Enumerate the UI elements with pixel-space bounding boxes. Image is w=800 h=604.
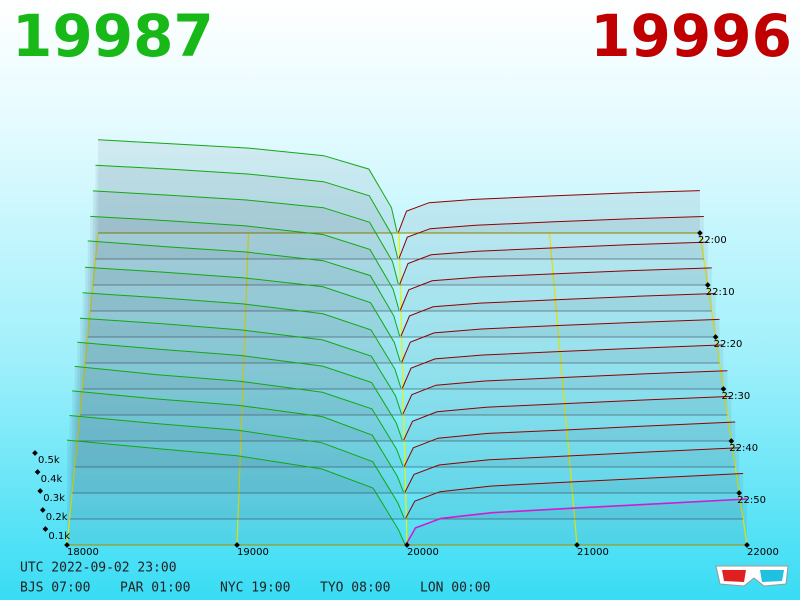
- world-clock: LON 00:00: [420, 581, 490, 596]
- time-tick-label: 22:00: [698, 235, 727, 246]
- world-clock: BJS 07:00: [20, 581, 90, 596]
- time-tick-label: 22:50: [737, 495, 766, 506]
- time-tick: [704, 282, 711, 288]
- y-tick-label: 0.4k: [41, 474, 63, 485]
- bid-depth-line: [69, 415, 405, 519]
- ask-depth-line: [399, 267, 712, 311]
- depth-fill: [69, 415, 744, 519]
- y-tick-label: 0.2k: [46, 512, 68, 523]
- bid-depth-line: [82, 292, 402, 389]
- x-tick: [64, 542, 70, 548]
- plot: 18000 19000 20000 21000 22000 0.1k 0.2k 0.3k 0.4…: [32, 139, 779, 558]
- depth-fill: [90, 216, 712, 311]
- x-tick-label: 19000: [237, 547, 269, 558]
- depth-fill: [74, 366, 736, 467]
- world-clock: TYO 08:00: [320, 581, 390, 596]
- depth-fill: [85, 267, 720, 363]
- time-tick-label: 22:30: [721, 391, 750, 402]
- depth-fill: [79, 318, 728, 415]
- time-tick-label: 22:20: [714, 339, 743, 350]
- ask-depth-line: [401, 318, 720, 363]
- x-tick-label: 20000: [407, 547, 439, 558]
- ask-depth-line: [403, 395, 732, 441]
- world-clock: NYC 19:00: [220, 581, 290, 596]
- ask-depth-line: [403, 421, 736, 467]
- time-tick: [720, 386, 727, 392]
- ask-depth-line: [402, 370, 728, 415]
- depth-fill: [92, 190, 708, 285]
- bid-depth-line: [72, 390, 404, 493]
- bid-depth-line: [77, 341, 403, 441]
- world-clock: PAR 01:00: [120, 581, 190, 596]
- x-tick: [404, 542, 410, 548]
- time-tick: [728, 438, 735, 444]
- bid-depth-line: [85, 266, 401, 363]
- ask-depth-line: [405, 473, 744, 519]
- bid-depth-line: [92, 190, 399, 285]
- depth-fill: [77, 342, 732, 441]
- utc-time: UTC 2022-09-02 23:00: [20, 561, 177, 576]
- x-tick: [744, 542, 750, 548]
- ask-depth-line: [397, 190, 700, 233]
- time-tick: [736, 490, 742, 496]
- x-tick-label: 18000: [67, 547, 99, 558]
- x-tick: [574, 542, 580, 548]
- time-tick-label: 22:10: [706, 287, 735, 298]
- ask-depth-line: [401, 344, 724, 389]
- ask-depth-line: [404, 447, 740, 493]
- bid-depth-line: [95, 164, 399, 259]
- y-tick: [32, 450, 38, 456]
- depth-fill: [95, 165, 704, 259]
- depth-fill: [87, 240, 716, 337]
- ask-depth-line: [398, 216, 704, 259]
- x-tick-label: 22000: [747, 547, 779, 558]
- y-tick-label: 0.5k: [38, 455, 60, 466]
- y-tick-label: 0.1k: [48, 531, 70, 542]
- depth-fill: [72, 390, 740, 493]
- x-tick-label: 21000: [577, 547, 609, 558]
- bid-depth-line: [74, 365, 404, 467]
- y-tick: [42, 526, 49, 532]
- depth-fill: [67, 440, 747, 545]
- y-tick: [37, 488, 44, 494]
- y-tick-label: 0.3k: [43, 493, 65, 504]
- x-tick: [234, 542, 240, 548]
- best-ask: 19996: [590, 2, 792, 70]
- world-clocks: BJS 07:00 PAR 01:00 NYC 19:00 TYO 08:00 LON …: [20, 581, 490, 596]
- y-tick: [39, 507, 46, 513]
- ask-depth-line: [399, 241, 708, 285]
- bid-depth-line: [90, 215, 400, 311]
- best-bid: 19987: [12, 2, 214, 70]
- depth-fill: [98, 139, 700, 233]
- bid-depth-line: [66, 439, 406, 545]
- bid-depth-line: [87, 240, 401, 337]
- bid-depth-line: [79, 317, 403, 415]
- y-tick: [34, 469, 41, 475]
- time-tick: [712, 334, 719, 340]
- time-tick-label: 22:40: [729, 443, 758, 454]
- ask-depth-line: [400, 293, 716, 337]
- bid-depth-line: [98, 139, 398, 233]
- time-tick: [697, 230, 703, 236]
- ask-depth-line: [405, 498, 748, 545]
- depth-fill: [82, 292, 724, 389]
- 3d-glasses-icon: [715, 565, 789, 587]
